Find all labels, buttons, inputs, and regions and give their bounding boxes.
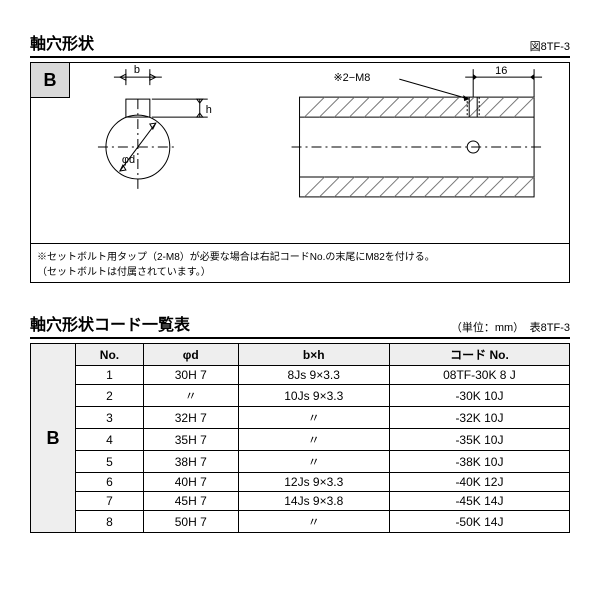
col-phid: φd	[143, 344, 238, 366]
table-row: 640H 712Js 9×3.3-40K 12J	[31, 473, 570, 492]
section1-title: 軸穴形状	[30, 30, 94, 54]
figure-note: ※セットボルト用タップ（2-M8）が必要な場合は右記コードNo.の末尾にM82を…	[31, 243, 569, 282]
callout-2m8: ※2−M8	[333, 72, 370, 84]
section2-title: 軸穴形状コード一覧表	[30, 311, 190, 335]
technical-drawing: b φd h	[70, 63, 569, 243]
table-row: 538H 7〃-38K 10J	[31, 451, 570, 473]
dim-phid: φd	[122, 154, 135, 166]
table-row: 435H 7〃-35K 10J	[31, 429, 570, 451]
table-row: 2〃10Js 9×3.3-30K 10J	[31, 385, 570, 407]
col-bxh: b×h	[238, 344, 389, 366]
dim-b: b	[134, 64, 140, 76]
figure-box: B b φd	[30, 62, 570, 283]
table-row: 745H 714Js 9×3.8-45K 14J	[31, 492, 570, 511]
dim-h: h	[206, 104, 212, 116]
table-ref: （単位：mm） 表8TF-3	[451, 319, 570, 335]
table-row: 332H 7〃-32K 10J	[31, 407, 570, 429]
table-row: 130H 78Js 9×3.308TF-30K 8 J	[31, 366, 570, 385]
figure-ref: 図8TF-3	[530, 38, 570, 54]
table-row: 850H 7〃-50K 14J	[31, 511, 570, 533]
code-table: B No. φd b×h コード No. 130H 78Js 9×3.308TF…	[30, 343, 570, 533]
table-badge: B	[31, 344, 76, 533]
col-no: No.	[76, 344, 144, 366]
col-code: コード No.	[389, 344, 569, 366]
section-badge: B	[31, 63, 70, 98]
dim-16: 16	[495, 65, 507, 77]
